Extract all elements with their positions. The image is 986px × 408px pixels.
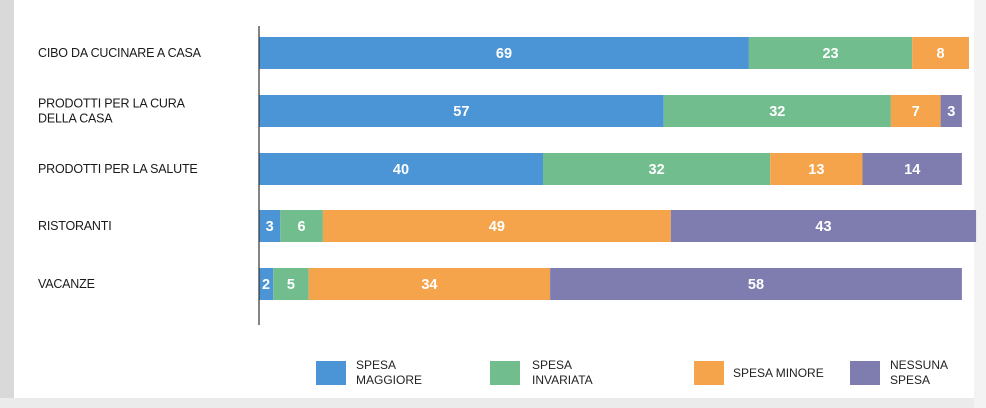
category-label-line: VACANZE — [38, 277, 95, 291]
bar-value-label: 32 — [649, 162, 665, 178]
bar-value-label: 6 — [298, 219, 306, 235]
legend-label: SPESA MAGGIORE — [356, 358, 422, 387]
bar-value-label: 49 — [489, 219, 505, 235]
bar-value-label: 3 — [947, 104, 955, 120]
bar-value-label: 5 — [287, 277, 295, 293]
bar-segment — [670, 210, 977, 242]
bar-segment — [259, 268, 274, 300]
bar-value-label: 13 — [808, 162, 824, 178]
bar-value-label: 14 — [904, 162, 920, 178]
legend-swatch — [850, 361, 880, 385]
legend-label-line: INVARIATA — [532, 373, 593, 387]
bar-value-label: 2 — [262, 277, 270, 293]
bar-segment — [259, 210, 281, 242]
bar-value-label: 8 — [937, 46, 945, 62]
bar-segment — [259, 37, 749, 69]
category-label: PRODOTTI PER LA CURA DELLA CASA — [38, 97, 186, 126]
legend-swatch — [490, 361, 520, 385]
bar-value-label: 58 — [748, 277, 764, 293]
bar-value-label: 43 — [815, 219, 831, 235]
category-label-line: PRODOTTI PER LA CURA — [38, 97, 186, 111]
legend-label: SPESA MINORE — [733, 366, 824, 380]
legend-label: SPESA INVARIATA — [532, 358, 593, 387]
category-label-line: RISTORANTI — [38, 219, 111, 233]
bar-segment — [280, 210, 323, 242]
legend-label-line: SPESA — [532, 358, 572, 372]
bar-value-label: 23 — [822, 46, 838, 62]
bar-segment — [770, 153, 863, 185]
bar-value-label: 40 — [393, 162, 409, 178]
bar-segment — [748, 37, 913, 69]
bar-segment — [259, 95, 664, 127]
bar-segment — [273, 268, 309, 300]
legend-swatch — [694, 361, 724, 385]
bar-segment — [890, 95, 941, 127]
category-label: VACANZE — [38, 277, 95, 291]
bar-segment — [940, 95, 962, 127]
category-label-line: CIBO DA CUCINARE A CASA — [38, 46, 202, 60]
category-label-line: PRODOTTI PER LA SALUTE — [38, 162, 198, 176]
bar-value-label: 7 — [912, 104, 920, 120]
bottom-border-strip — [0, 398, 986, 408]
bar-segment — [550, 268, 962, 300]
category-label: CIBO DA CUCINARE A CASA — [38, 46, 202, 60]
legend-label-line: MAGGIORE — [356, 373, 422, 387]
bar-segment — [322, 210, 671, 242]
bar-value-label: 69 — [496, 46, 512, 62]
legend-label-line: SPESA — [356, 358, 396, 372]
bar-segment — [912, 37, 969, 69]
bar-value-label: 34 — [421, 277, 437, 293]
right-border-strip — [974, 0, 986, 408]
category-label-line: DELLA CASA — [38, 112, 113, 126]
bar-value-label: 3 — [266, 219, 274, 235]
bar-value-label: 32 — [769, 104, 785, 120]
bar-value-label: 57 — [453, 104, 469, 120]
left-border-strip — [0, 0, 14, 408]
legend-swatch — [316, 361, 346, 385]
legend-label-line: SPESA MINORE — [733, 366, 824, 380]
legend-label-line: SPESA — [890, 373, 930, 387]
bar-segment — [862, 153, 962, 185]
bar-segment — [308, 268, 551, 300]
category-label: RISTORANTI — [38, 219, 111, 233]
bar-segment — [259, 153, 543, 185]
bar-segment — [543, 153, 771, 185]
bar-segment — [663, 95, 891, 127]
legend-label: NESSUNA SPESA — [890, 358, 948, 387]
legend-label-line: NESSUNA — [890, 358, 948, 372]
category-label: PRODOTTI PER LA SALUTE — [38, 162, 198, 176]
